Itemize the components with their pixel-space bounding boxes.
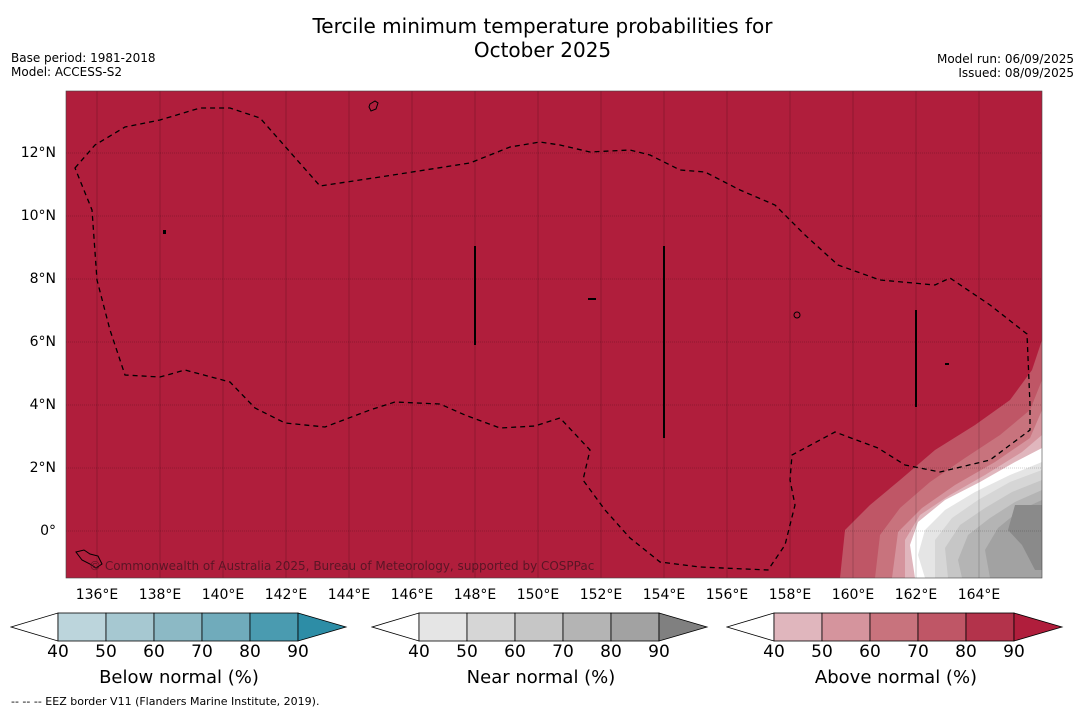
meta-left: Base period: 1981-2018 Model: ACCESS-S2 xyxy=(11,51,156,79)
colorbar-tick-label: 90 xyxy=(1003,642,1025,662)
eez-border xyxy=(74,107,1031,571)
colorbar-tick-label: 40 xyxy=(408,642,430,662)
colorbar-segment xyxy=(965,612,1015,642)
longitude-label: 144°E xyxy=(327,587,371,603)
colorbar-extend-low xyxy=(10,612,59,642)
colorbar-extend-high xyxy=(1013,612,1064,642)
colorbar-tick-label: 90 xyxy=(648,642,670,662)
colorbar-tick-label: 60 xyxy=(143,642,165,662)
longitude-label: 138°E xyxy=(138,587,182,603)
latitude-label: 0° xyxy=(40,523,56,539)
island xyxy=(163,230,166,234)
map-title: Tercile minimum temperature probabilitie… xyxy=(0,14,1085,62)
model-run: Model run: 06/09/2025 xyxy=(936,52,1074,66)
longitude-label: 158°E xyxy=(768,587,812,603)
colorbar-extend-low xyxy=(371,612,420,642)
colorbar-tick-label: 70 xyxy=(191,642,213,662)
island xyxy=(75,549,103,569)
colorbar-extend-high xyxy=(658,612,709,642)
island xyxy=(945,363,949,365)
colorbar-segment xyxy=(773,612,823,642)
colorbar-tick-label: 80 xyxy=(239,642,261,662)
colorbar-tick-label: 90 xyxy=(287,642,309,662)
title-line-2: October 2025 xyxy=(473,38,612,62)
colorbar-segment xyxy=(418,612,468,642)
latitude-label: 8°N xyxy=(29,271,56,287)
colorbar-segment xyxy=(821,612,871,642)
latitude-label: 6°N xyxy=(29,334,56,350)
colorbar-segment xyxy=(466,612,516,642)
longitude-label: 154°E xyxy=(642,587,686,603)
colorbar-tick-label: 60 xyxy=(859,642,881,662)
colorbar-tick-label: 50 xyxy=(95,642,117,662)
longitude-label: 142°E xyxy=(264,587,308,603)
longitude-label: 136°E xyxy=(75,587,119,603)
longitude-label: 156°E xyxy=(705,587,749,603)
colorbar-title-above: Above normal (%) xyxy=(814,667,978,688)
meta-right: Model run: 06/09/2025 Issued: 08/09/2025 xyxy=(937,52,1074,80)
colorbar-below-normal xyxy=(10,612,348,642)
eez-footnote: -- -- -- EEZ border V11 (Flanders Marine… xyxy=(11,695,320,708)
base-period: Base period: 1981-2018 xyxy=(11,51,156,65)
longitude-label: 152°E xyxy=(579,587,623,603)
title-line-1: Tercile minimum temperature probabilitie… xyxy=(312,14,773,38)
colorbar-segment xyxy=(917,612,967,642)
longitude-label: 148°E xyxy=(453,587,497,603)
colorbar-tick-label: 70 xyxy=(907,642,929,662)
colorbar-tick-label: 50 xyxy=(456,642,478,662)
issued-date: Issued: 08/09/2025 xyxy=(958,66,1074,80)
longitude-label: 150°E xyxy=(516,587,560,603)
colorbar-tick-label: 50 xyxy=(811,642,833,662)
colorbar-segment xyxy=(562,612,612,642)
island xyxy=(793,311,801,319)
colorbar-title-near: Near normal (%) xyxy=(466,667,616,688)
island xyxy=(588,298,596,300)
colorbar-segment xyxy=(201,612,251,642)
colorbar-tick-label: 80 xyxy=(600,642,622,662)
model-name: Model: ACCESS-S2 xyxy=(11,65,123,79)
colorbar-tick-label: 70 xyxy=(552,642,574,662)
colorbar-title-below: Below normal (%) xyxy=(99,667,259,688)
colorbar-above-normal xyxy=(726,612,1064,642)
longitude-label: 164°E xyxy=(957,587,1001,603)
colorbar-tick-label: 80 xyxy=(955,642,977,662)
colorbar-segment xyxy=(610,612,660,642)
colorbar-segment xyxy=(514,612,564,642)
latitude-label: 12°N xyxy=(20,145,56,161)
colorbar-segment xyxy=(869,612,919,642)
colorbar-near-normal xyxy=(371,612,709,642)
colorbar-segment xyxy=(249,612,299,642)
colorbar-extend-low xyxy=(726,612,775,642)
colorbar-segment xyxy=(57,612,107,642)
island xyxy=(368,100,379,112)
colorbar-extend-high xyxy=(297,612,348,642)
map-frame xyxy=(65,90,1043,579)
copyright-text: © Commonwealth of Australia 2025, Bureau… xyxy=(89,559,594,573)
longitude-label: 146°E xyxy=(390,587,434,603)
colorbar-tick-label: 60 xyxy=(504,642,526,662)
colorbar-segment xyxy=(153,612,203,642)
colorbar-segment xyxy=(105,612,155,642)
latitude-label: 2°N xyxy=(29,460,56,476)
latitude-label: 4°N xyxy=(29,397,56,413)
shading-near-90 xyxy=(1008,505,1042,570)
colorbar-tick-label: 40 xyxy=(47,642,69,662)
longitude-label: 162°E xyxy=(894,587,938,603)
longitude-label: 140°E xyxy=(201,587,245,603)
map-background xyxy=(66,91,1042,578)
longitude-label: 160°E xyxy=(831,587,875,603)
latitude-label: 10°N xyxy=(20,208,56,224)
colorbar-tick-label: 40 xyxy=(763,642,785,662)
